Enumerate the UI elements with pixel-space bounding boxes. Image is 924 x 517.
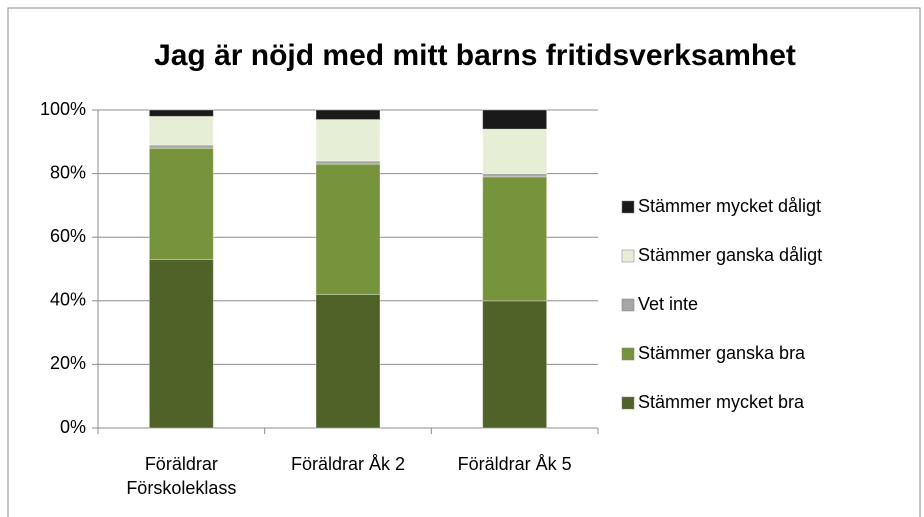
- legend-label: Stämmer ganska bra: [638, 343, 806, 363]
- chart-title: Jag är nöjd med mitt barns fritidsverksa…: [154, 39, 796, 72]
- bar-segment: [148, 258, 214, 429]
- legend-swatch: [621, 347, 635, 361]
- legend-swatch: [621, 249, 635, 263]
- x-tick-label: Föräldrar Åk 2: [290, 454, 406, 474]
- legend-label: Stämmer mycket bra: [638, 392, 805, 412]
- legend-label: Stämmer ganska dåligt: [638, 245, 822, 265]
- y-tick-label: 60%: [50, 226, 86, 246]
- y-tick-label: 80%: [50, 162, 86, 182]
- bar-segment: [482, 109, 548, 130]
- x-tick-label: Föräldrar Åk 5: [457, 454, 572, 474]
- bar-segment: [482, 128, 548, 175]
- legend-swatch: [621, 396, 635, 410]
- y-tick-label: 40%: [50, 290, 86, 310]
- bar-segment: [148, 115, 214, 146]
- bar-segment: [315, 163, 381, 295]
- y-tick-label: 100%: [40, 99, 86, 119]
- legend-swatch: [621, 298, 635, 312]
- legend-label: Vet inte: [638, 294, 698, 314]
- bar-segment: [482, 176, 548, 302]
- bar-segment: [148, 109, 214, 117]
- bar-segment: [482, 300, 548, 429]
- bar-segment: [148, 147, 214, 260]
- bar-segment: [315, 119, 381, 162]
- y-tick-label: 20%: [50, 353, 86, 373]
- bar-segment: [315, 109, 381, 121]
- bar-segment: [315, 293, 381, 429]
- y-tick-label: 0%: [60, 417, 86, 437]
- legend-label: Stämmer mycket dåligt: [638, 196, 821, 216]
- x-tick-label: Föräldrar Förskoleklass: [126, 454, 237, 498]
- legend-swatch: [621, 200, 635, 214]
